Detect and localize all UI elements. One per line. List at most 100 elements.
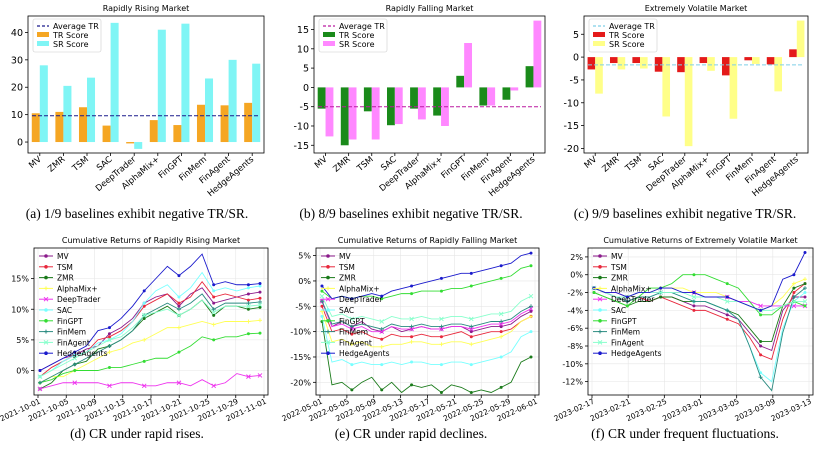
plot-frame (313, 15, 546, 154)
legend-label: DeepTrader (57, 295, 101, 304)
legend-marker (597, 296, 603, 302)
series-marker (529, 264, 533, 268)
y-tick-label: 20 (11, 83, 23, 94)
series-marker (107, 350, 112, 355)
series-marker (528, 306, 534, 312)
series-marker (691, 299, 696, 304)
series-line (321, 306, 532, 340)
legend-box (318, 18, 388, 53)
series-marker (410, 335, 414, 339)
series-marker (469, 335, 473, 339)
y-tick-label: -15% (290, 353, 311, 362)
series-marker (258, 318, 262, 323)
legend-swatch (593, 32, 605, 37)
legend-label: TSM (56, 263, 73, 272)
legend-marker (44, 254, 48, 258)
legend-label: DeepTrader (339, 295, 383, 304)
series-marker (258, 284, 262, 288)
caption-f: (f) CR under frequent fluctuations. (591, 426, 779, 441)
y-tick-label: 10 (11, 110, 23, 121)
series-marker (692, 291, 696, 295)
series-deeptrader (37, 373, 263, 392)
y-tick-label: -20% (290, 378, 311, 387)
legend-marker (44, 275, 48, 280)
series-marker (410, 292, 414, 296)
series-marker (257, 302, 263, 308)
series-marker (625, 295, 629, 299)
legend-label: Average TR (339, 22, 385, 31)
x-tick-label: 2023-02-21 (589, 397, 633, 424)
legend-swatch (323, 32, 335, 37)
legend-label: SAC (57, 306, 72, 315)
y-tick-label: -10% (290, 328, 311, 337)
bar-sr-score (662, 57, 671, 117)
series-marker (469, 342, 474, 347)
series-marker (379, 344, 384, 349)
x-tick-label: TSM (355, 155, 376, 175)
legend-marker (326, 351, 330, 356)
bar-sr-score (533, 20, 542, 88)
series-line (39, 299, 261, 390)
caption-a: (a) 1/9 baselines exhibit negative TR/SR… (25, 206, 249, 221)
legend-marker (326, 286, 330, 291)
legend-label: SR Score (339, 40, 375, 49)
plot-frame (583, 15, 809, 154)
bar-sr-score (640, 57, 648, 69)
series-marker (692, 273, 696, 277)
y-tick-label: 0% (570, 271, 583, 280)
series-marker (468, 316, 474, 322)
bar-tr-score (587, 57, 596, 70)
legend-box (32, 18, 102, 53)
bar-sr-score (394, 87, 403, 125)
legend-label: FinMem (611, 328, 640, 337)
y-tick-label: 10 (297, 44, 309, 55)
legend-marker (325, 340, 331, 345)
series-marker (211, 322, 216, 327)
legend-label: DeepTrader (611, 295, 655, 304)
bar-tr-score (363, 87, 372, 112)
series-marker (176, 380, 182, 386)
bar-tr-score (244, 102, 253, 143)
y-tick-label: 0 (303, 83, 309, 94)
series-marker (725, 282, 729, 286)
series-marker (625, 304, 629, 308)
series-line (321, 295, 532, 322)
x-tick-label: ZMR (46, 155, 67, 175)
caption-e: (e) CR under rapid declines. (334, 426, 488, 441)
bar-sr-score (252, 63, 261, 143)
legend-marker (598, 351, 602, 356)
y-tick-label: 5% (16, 336, 29, 345)
series-marker (468, 326, 474, 332)
y-tick-label: 30 (11, 55, 23, 66)
series-marker (803, 304, 807, 308)
series-marker (211, 309, 217, 315)
bar-sr-score (371, 87, 380, 140)
legend-label: MV (611, 252, 623, 261)
series-marker (141, 383, 147, 389)
x-tick-label: ZMR (332, 155, 353, 175)
y-tick-label: -12% (562, 378, 583, 387)
series-marker (792, 273, 796, 277)
series-line (39, 319, 261, 384)
plot-frame (315, 247, 540, 396)
series-marker (107, 365, 111, 369)
bar-tr-score (789, 49, 797, 58)
series-marker (529, 251, 533, 255)
bar-tr-score (456, 75, 465, 88)
series-marker (320, 314, 324, 318)
series-marker (791, 281, 796, 286)
legend-label: Average TR (609, 22, 655, 31)
series-marker (141, 313, 147, 318)
bar-sr-score (510, 87, 519, 91)
series-marker (529, 309, 533, 313)
series-marker (803, 277, 807, 282)
x-tick-label: 2023-03-13 (770, 397, 814, 424)
bar-tr-score (126, 142, 135, 144)
x-tick-label: 2023-03-01 (661, 397, 705, 424)
series-marker (409, 326, 414, 332)
bar-tr-score (31, 113, 40, 143)
series-marker (350, 388, 354, 392)
x-tick-label: 2023-02-25 (625, 397, 669, 424)
